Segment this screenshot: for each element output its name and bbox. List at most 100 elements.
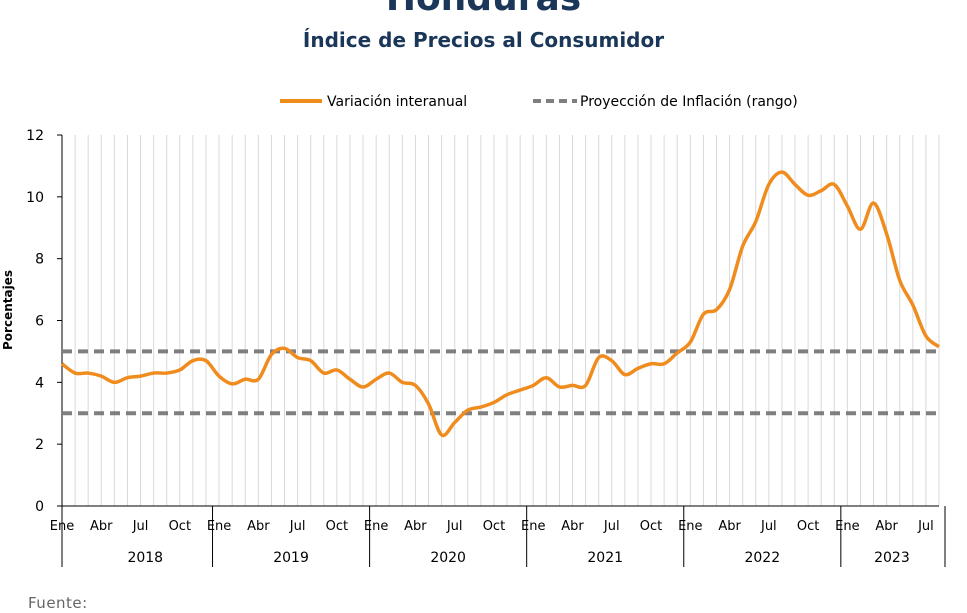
x-tick-label: Oct <box>483 519 505 534</box>
inflation-point <box>636 367 639 370</box>
inflation-point <box>388 372 391 375</box>
legend: Variación interanual Proyección de Infla… <box>280 94 798 110</box>
x-tick-label: Oct <box>326 519 348 534</box>
legend-label-inflation: Variación interanual <box>327 94 467 110</box>
inflation-point <box>139 375 142 378</box>
inflation-point <box>597 356 600 359</box>
inflation-point <box>113 381 116 384</box>
inflation-point <box>715 308 718 311</box>
inflation-point <box>571 384 574 387</box>
inflation-point <box>833 183 836 186</box>
y-tick-label: 8 <box>35 252 44 268</box>
x-tick-label: Oct <box>169 519 191 534</box>
year-label: 2019 <box>273 550 309 566</box>
inflation-point <box>231 382 234 385</box>
chart-subtitle: Índice de Precios al Consumidor <box>302 28 665 52</box>
y-tick-label: 6 <box>35 314 44 330</box>
inflation-point <box>362 385 365 388</box>
inflation-point <box>375 378 378 381</box>
x-tick-label: Oct <box>797 519 819 534</box>
chart-title: Honduras <box>0 0 967 19</box>
inflation-point <box>165 372 168 375</box>
x-tick-label: Ene <box>678 519 702 534</box>
inflation-point <box>204 359 207 362</box>
x-tick-label: Jul <box>603 519 620 534</box>
inflation-point <box>296 356 299 359</box>
x-tick-label: Abr <box>561 519 584 534</box>
inflation-point <box>545 376 548 379</box>
inflation-point <box>702 313 705 316</box>
inflation-point <box>558 385 561 388</box>
inflation-point <box>689 341 692 344</box>
y-tick-label: 0 <box>35 499 44 515</box>
x-tick-label: Ene <box>521 519 545 534</box>
inflation-point <box>100 375 103 378</box>
inflation-point <box>466 409 469 412</box>
x-tick-label: Jul <box>289 519 306 534</box>
x-tick-label: Jul <box>917 519 934 534</box>
grid-lines <box>61 135 940 506</box>
series <box>60 170 941 438</box>
y-tick-label: 12 <box>26 128 44 144</box>
year-label: 2022 <box>744 550 780 566</box>
inflation-point <box>440 433 443 436</box>
inflation-point <box>859 228 862 231</box>
inflation-point <box>754 220 757 223</box>
inflation-point <box>322 372 325 375</box>
inflation-point <box>676 351 679 354</box>
x-tick-label: Jul <box>132 519 149 534</box>
legend-label-target: Proyección de Inflación (rango) <box>580 94 798 110</box>
x-tick-label: Abr <box>404 519 427 534</box>
year-label: 2018 <box>127 550 163 566</box>
inflation-point <box>191 359 194 362</box>
inflation-point <box>427 402 430 405</box>
inflation-point <box>74 372 77 375</box>
year-label: 2023 <box>874 550 910 566</box>
y-tick-label: 10 <box>26 190 44 206</box>
inflation-point <box>479 406 482 409</box>
inflation-point <box>87 372 90 375</box>
inflation-point <box>61 362 64 365</box>
inflation-point <box>309 359 312 362</box>
inflation-point <box>924 334 927 337</box>
year-label: 2021 <box>587 550 623 566</box>
inflation-point <box>650 362 653 365</box>
inflation-point <box>519 389 522 392</box>
inflation-point <box>885 232 888 235</box>
x-tick-label: Oct <box>640 519 662 534</box>
inflation-point <box>623 373 626 376</box>
inflation-point <box>911 304 914 307</box>
inflation-point <box>283 347 286 350</box>
x-tick-label: Ene <box>835 519 859 534</box>
x-tick-label: Ene <box>364 519 388 534</box>
axes: 0 2 4 6 8 10 12 Ene Abr Jul Oct Ene Abr Jul Oct Ene Abr J… <box>26 128 946 567</box>
inflation-point <box>728 288 731 291</box>
inflation-point <box>898 279 901 282</box>
inflation-point <box>152 372 155 375</box>
inflation-point <box>414 384 417 387</box>
inflation-point <box>663 362 666 365</box>
year-label: 2020 <box>430 550 466 566</box>
x-tick-label: Jul <box>446 519 463 534</box>
x-tick-label: Abr <box>875 519 898 534</box>
inflation-point <box>401 381 404 384</box>
inflation-point <box>741 245 744 248</box>
x-tick-label: Abr <box>718 519 741 534</box>
x-tick-label: Abr <box>90 519 113 534</box>
inflation-point <box>348 378 351 381</box>
inflation-point <box>270 353 273 356</box>
x-tick-label: Ene <box>207 519 231 534</box>
inflation-point <box>335 368 338 371</box>
inflation-line <box>60 170 941 438</box>
inflation-point <box>218 375 221 378</box>
inflation-point <box>807 194 810 197</box>
inflation-point <box>532 384 535 387</box>
inflation-point <box>257 378 260 381</box>
source-label: Fuente: <box>28 594 88 612</box>
y-axis-label: Porcentajes <box>1 270 15 350</box>
inflation-point <box>780 171 783 174</box>
inflation-point <box>610 359 613 362</box>
inflation-point <box>938 345 941 348</box>
inflation-point <box>794 183 797 186</box>
